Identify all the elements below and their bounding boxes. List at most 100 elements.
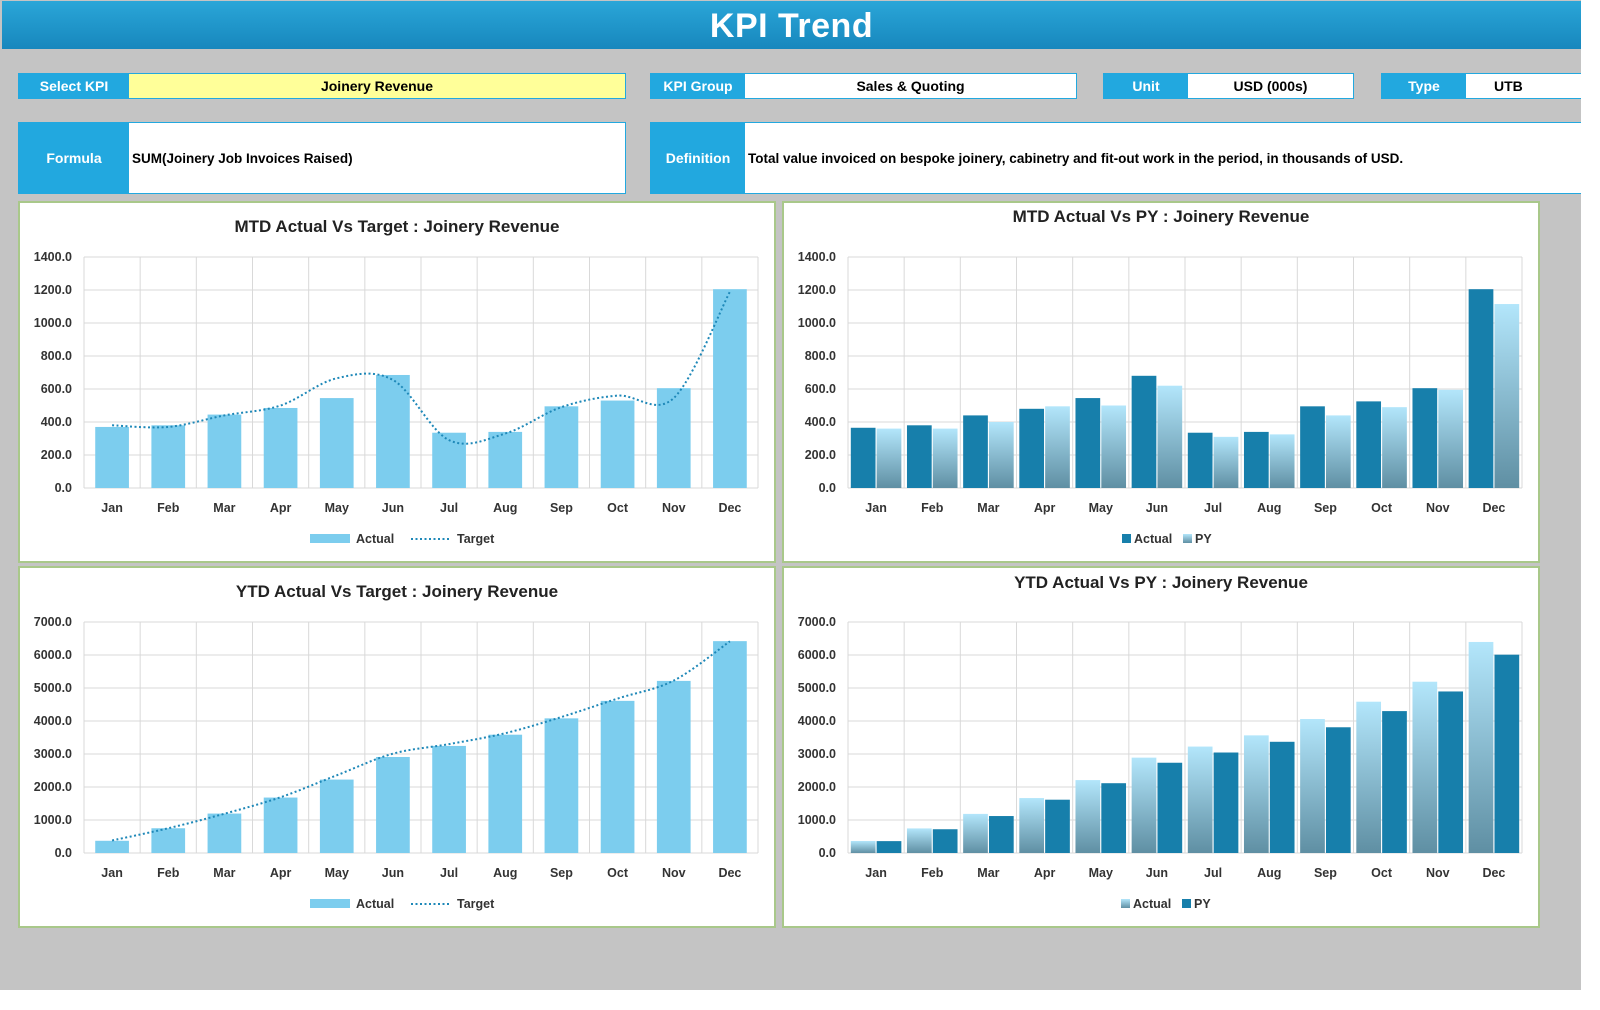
bar-actual-aug xyxy=(488,734,523,853)
mtd-actual-vs-py-chart: MTD Actual Vs PY : Joinery Revenue 0.0 200… xyxy=(798,207,1523,546)
chart-panel-mtd-py: MTD Actual Vs PY : Joinery Revenue 0.0 200… xyxy=(782,201,1540,563)
x-tick-label: Aug xyxy=(1257,501,1281,515)
x-tick-label: Dec xyxy=(1482,501,1505,515)
bar-actual-feb xyxy=(906,828,932,853)
formula-value: SUM(Joinery Job Invoices Raised) xyxy=(132,150,353,166)
y-tick-label: 2000.0 xyxy=(34,780,72,794)
kpi-group-label: KPI Group xyxy=(651,74,745,98)
bar-actual-sep xyxy=(544,718,579,853)
y-tick-label: 600.0 xyxy=(805,382,836,396)
bar-actual-sep xyxy=(1300,719,1325,853)
kpi-group-field: KPI Group Sales & Quoting xyxy=(650,73,1077,99)
y-tick-label: 1400.0 xyxy=(34,250,72,264)
y-tick-label: 6000.0 xyxy=(34,648,72,662)
y-tick-label: 400.0 xyxy=(805,415,836,429)
x-tick-label: Sep xyxy=(1314,866,1337,880)
line-target xyxy=(112,291,731,445)
bar-actual-oct xyxy=(600,400,635,488)
bar-actual-jul xyxy=(1187,746,1213,853)
bar-actual-jun xyxy=(1131,375,1157,488)
x-tick-label: Jul xyxy=(440,866,458,880)
bar-py-jul xyxy=(1213,436,1239,488)
y-tick-label: 0.0 xyxy=(55,481,72,495)
x-tick-label: Apr xyxy=(1034,501,1056,515)
bar-py-jun xyxy=(1157,385,1183,488)
formula-label: Formula xyxy=(19,123,129,193)
x-tick-label: Nov xyxy=(662,866,686,880)
bar-actual-jan xyxy=(850,840,876,853)
bar-actual-oct xyxy=(1356,401,1382,488)
y-tick-label: 7000.0 xyxy=(34,615,72,629)
bar-actual-mar xyxy=(963,415,988,488)
y-tick-label: 1000.0 xyxy=(798,316,836,330)
bar-actual-sep xyxy=(544,406,579,488)
x-tick-label: Feb xyxy=(157,866,180,880)
x-tick-label: Dec xyxy=(718,866,741,880)
x-tick-label: Feb xyxy=(157,501,180,515)
x-tick-label: Dec xyxy=(718,501,741,515)
x-tick-label: Oct xyxy=(1371,501,1393,515)
legend-label-py: PY xyxy=(1195,532,1212,546)
legend-label-target: Target xyxy=(457,897,495,911)
unit-field: Unit USD (000s) xyxy=(1103,73,1354,99)
bar-py-sep xyxy=(1325,415,1351,488)
bar-py-mar xyxy=(988,422,1014,488)
y-tick-label: 7000.0 xyxy=(798,615,836,629)
bar-py-aug xyxy=(1269,741,1295,853)
x-tick-label: Mar xyxy=(213,501,235,515)
type-field: Type UTB xyxy=(1381,73,1581,99)
x-tick-label: Apr xyxy=(1034,866,1056,880)
y-tick-label: 5000.0 xyxy=(34,681,72,695)
page-title: KPI Trend xyxy=(2,1,1581,49)
x-tick-label: Apr xyxy=(270,501,292,515)
bar-actual-sep xyxy=(1300,406,1325,488)
x-tick-label: Aug xyxy=(493,501,517,515)
bar-actual-jan xyxy=(95,840,129,853)
x-tick-label: Jun xyxy=(382,501,404,515)
x-tick-label: Mar xyxy=(977,866,999,880)
bar-py-oct xyxy=(1382,407,1407,488)
y-tick-label: 1400.0 xyxy=(798,250,836,264)
bar-py-sep xyxy=(1325,727,1351,853)
bar-actual-may xyxy=(1075,780,1101,853)
bar-actual-jan xyxy=(850,427,876,488)
select-kpi-dropdown[interactable]: Joinery Revenue xyxy=(129,74,625,98)
dashboard-sheet: KPI Trend Select KPI Joinery Revenue KPI… xyxy=(0,0,1581,990)
bar-actual-nov xyxy=(656,680,691,853)
legend-label-target: Target xyxy=(457,532,495,546)
bar-actual-oct xyxy=(1356,701,1382,853)
y-tick-label: 600.0 xyxy=(41,382,72,396)
bar-py-aug xyxy=(1269,434,1295,488)
x-tick-label: Mar xyxy=(977,501,999,515)
legend-label-actual: Actual xyxy=(1134,532,1172,546)
bar-actual-aug xyxy=(1243,735,1269,853)
x-tick-label: Feb xyxy=(921,866,944,880)
bar-actual-oct xyxy=(600,700,635,853)
x-tick-label: May xyxy=(1089,866,1113,880)
bar-actual-jun xyxy=(376,374,410,488)
bar-actual-mar xyxy=(963,813,988,853)
y-tick-label: 1200.0 xyxy=(798,283,836,297)
legend-swatch-actual xyxy=(1122,534,1131,543)
kpi-group-value: Sales & Quoting xyxy=(856,78,965,94)
chart-title: MTD Actual Vs PY : Joinery Revenue xyxy=(1013,207,1310,226)
chart-title: YTD Actual Vs PY : Joinery Revenue xyxy=(1014,573,1308,592)
bar-actual-mar xyxy=(207,414,242,488)
chart-panel-ytd-target: YTD Actual Vs Target : Joinery Revenue 0.… xyxy=(18,566,776,928)
y-tick-label: 3000.0 xyxy=(34,747,72,761)
y-tick-label: 4000.0 xyxy=(34,714,72,728)
type-value: UTB xyxy=(1494,78,1523,94)
x-tick-label: Oct xyxy=(607,501,629,515)
x-tick-label: Dec xyxy=(1482,866,1505,880)
x-tick-label: Aug xyxy=(1257,866,1281,880)
formula-field: Formula SUM(Joinery Job Invoices Raised) xyxy=(18,122,626,194)
x-tick-label: Apr xyxy=(270,866,292,880)
x-tick-label: Jan xyxy=(865,866,887,880)
bar-actual-may xyxy=(319,398,354,488)
y-tick-label: 800.0 xyxy=(805,349,836,363)
bar-py-apr xyxy=(1045,406,1070,488)
bar-actual-nov xyxy=(1412,681,1438,853)
bar-actual-feb xyxy=(906,425,932,488)
bar-actual-dec xyxy=(1468,641,1494,853)
y-tick-label: 1000.0 xyxy=(34,813,72,827)
